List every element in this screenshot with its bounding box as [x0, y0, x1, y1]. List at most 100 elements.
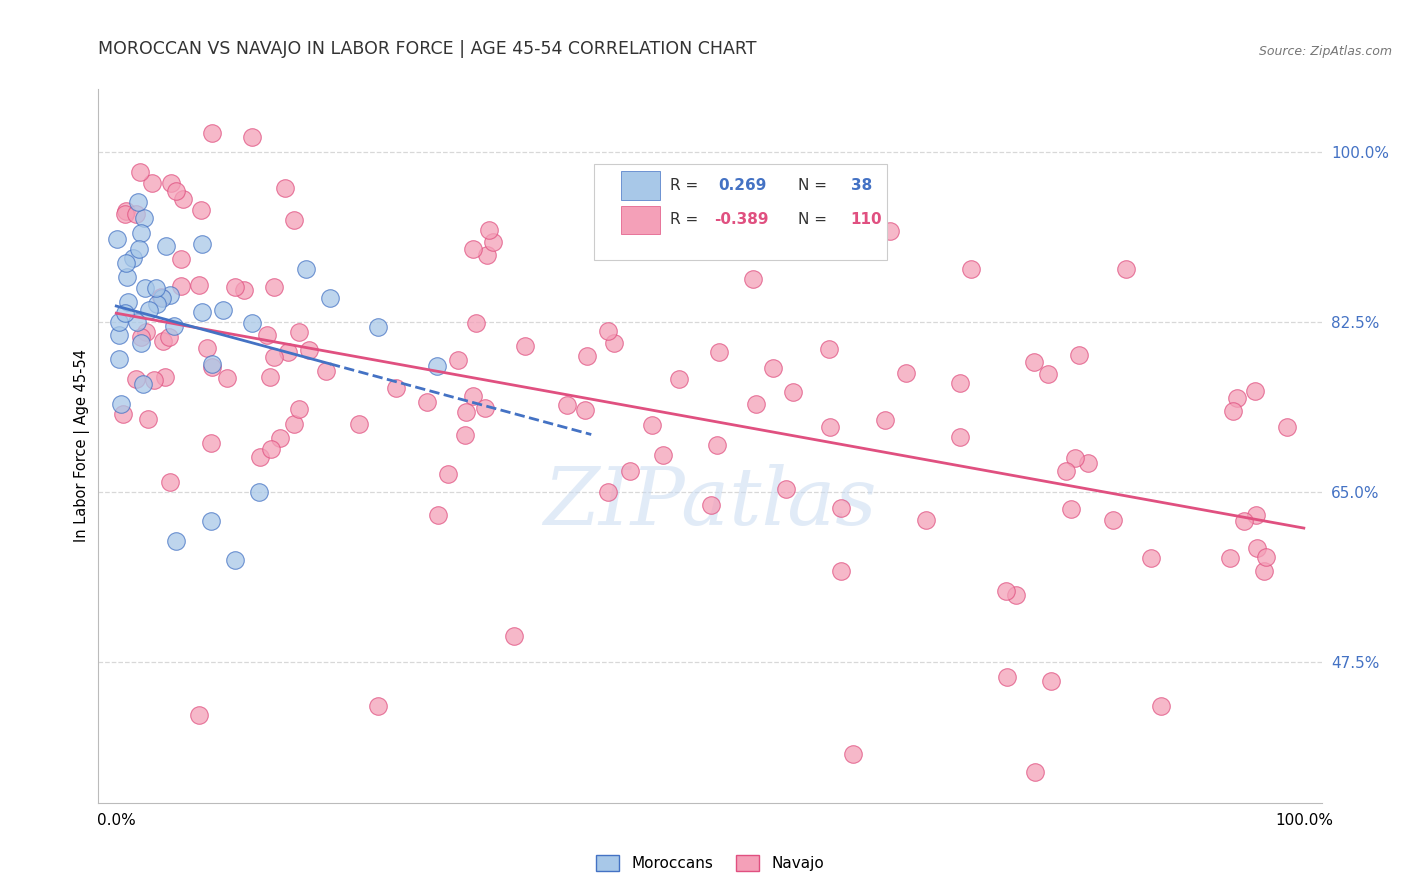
Point	[122, 251, 145, 265]
Point	[145, 296, 167, 310]
Point	[1054, 464, 1077, 478]
Point	[138, 303, 160, 318]
Point	[136, 412, 159, 426]
Point	[447, 352, 470, 367]
Point	[575, 349, 598, 363]
Point	[1254, 550, 1277, 565]
Point	[256, 328, 278, 343]
Point	[315, 364, 337, 378]
Point	[478, 223, 501, 237]
Point	[456, 405, 478, 419]
Point	[200, 436, 222, 450]
Text: Source: ZipAtlas.com: Source: ZipAtlas.com	[1258, 45, 1392, 58]
Text: N =: N =	[799, 212, 832, 227]
Point	[155, 239, 177, 253]
Point	[135, 325, 157, 339]
Point	[706, 438, 728, 452]
Point	[132, 211, 155, 225]
Point	[263, 280, 285, 294]
Point	[269, 431, 291, 445]
Text: 0.269: 0.269	[718, 178, 766, 193]
Point	[149, 291, 172, 305]
Point	[1226, 391, 1249, 405]
Point	[463, 389, 485, 403]
Text: 38: 38	[851, 178, 872, 193]
Point	[830, 501, 852, 516]
Point	[131, 377, 153, 392]
Y-axis label: In Labor Force | Age 45-54: In Labor Force | Age 45-54	[75, 350, 90, 542]
Point	[125, 315, 148, 329]
Point	[1060, 502, 1083, 516]
Point	[555, 398, 578, 412]
Point	[426, 359, 449, 373]
Point	[1024, 355, 1046, 369]
Point	[159, 475, 181, 489]
Point	[134, 281, 156, 295]
Point	[1005, 588, 1028, 602]
Point	[283, 417, 305, 431]
Point	[619, 464, 641, 478]
Point	[427, 508, 450, 522]
Point	[1219, 550, 1241, 565]
Point	[745, 397, 768, 411]
Point	[105, 232, 128, 246]
Point	[108, 327, 131, 342]
Point	[110, 397, 132, 411]
Point	[1039, 674, 1062, 689]
Point	[273, 181, 295, 195]
Point	[437, 467, 460, 482]
Point	[762, 360, 785, 375]
Point	[818, 420, 841, 434]
Point	[259, 370, 281, 384]
Point	[1244, 508, 1267, 522]
Text: R =: R =	[669, 212, 703, 227]
Point	[159, 288, 181, 302]
Point	[461, 243, 484, 257]
Point	[249, 450, 271, 464]
Point	[107, 315, 129, 329]
Point	[128, 242, 150, 256]
Point	[233, 283, 256, 297]
Point	[775, 482, 797, 496]
Point	[1115, 261, 1137, 276]
Point	[960, 261, 983, 276]
Point	[995, 670, 1018, 684]
Point	[1069, 349, 1091, 363]
Point	[195, 341, 218, 355]
Point	[114, 256, 136, 270]
Point	[163, 318, 186, 333]
Point	[319, 291, 342, 305]
Text: 110: 110	[851, 212, 883, 227]
Point	[188, 708, 211, 723]
Point	[170, 279, 193, 293]
Point	[949, 376, 972, 390]
Point	[949, 430, 972, 444]
Point	[995, 584, 1018, 599]
Point	[159, 330, 181, 344]
Point	[190, 305, 212, 319]
Point	[224, 280, 246, 294]
Point	[502, 629, 524, 643]
Point	[288, 326, 311, 340]
Point	[263, 350, 285, 364]
Point	[131, 330, 153, 344]
Point	[112, 407, 135, 421]
Point	[165, 533, 187, 548]
Point	[603, 335, 626, 350]
Point	[191, 237, 214, 252]
Point	[347, 417, 370, 431]
Point	[366, 698, 388, 713]
FancyBboxPatch shape	[593, 164, 887, 260]
Point	[247, 485, 270, 500]
Legend: Moroccans, Navajo: Moroccans, Navajo	[591, 849, 830, 877]
Point	[277, 345, 299, 359]
Point	[142, 372, 165, 386]
Point	[782, 385, 804, 400]
Point	[224, 553, 246, 567]
Point	[453, 428, 475, 442]
Point	[1246, 541, 1268, 555]
Point	[129, 226, 152, 240]
Point	[155, 369, 177, 384]
Text: -0.389: -0.389	[714, 212, 768, 227]
Point	[108, 351, 131, 366]
